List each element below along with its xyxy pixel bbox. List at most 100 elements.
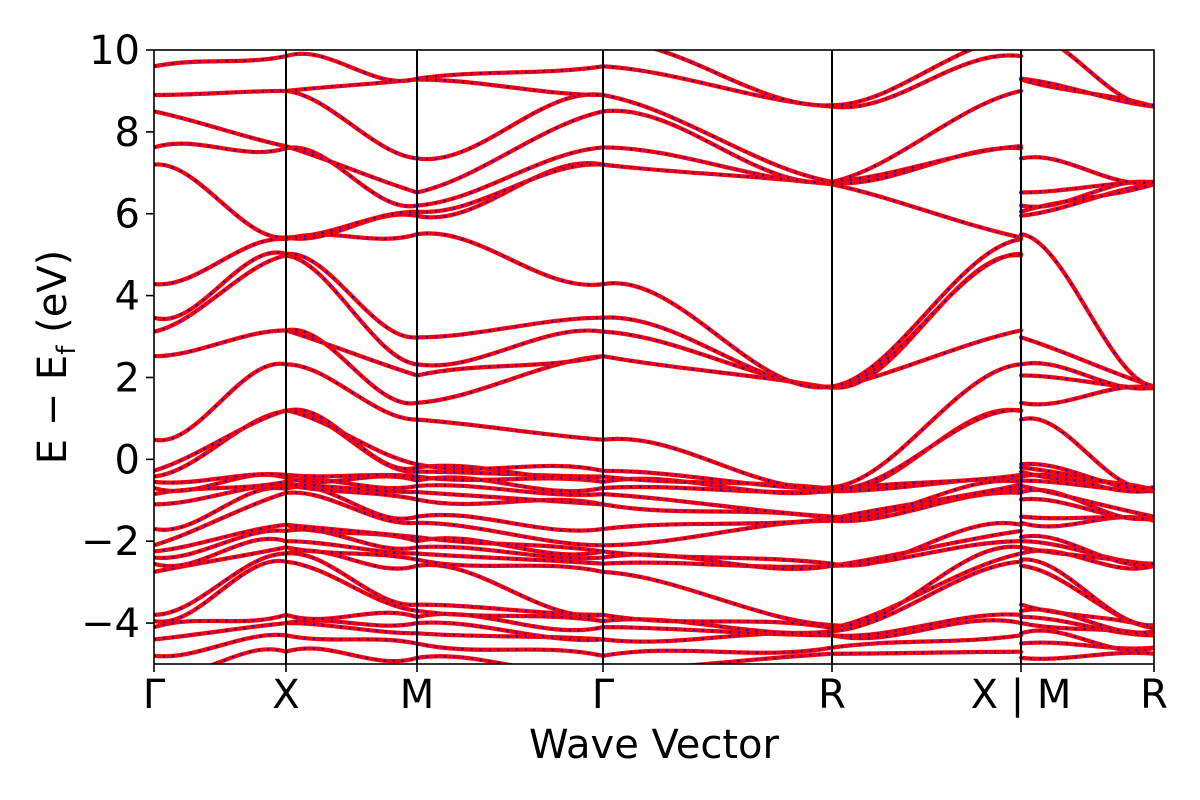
band-line-blue-dotted xyxy=(416,146,604,207)
band-line-blue-dotted xyxy=(831,522,1022,567)
y-tick-label: 10 xyxy=(89,28,140,74)
band-line-blue-dotted xyxy=(602,437,833,490)
band-line-blue-dotted xyxy=(831,238,1022,388)
band-line-red xyxy=(829,482,1024,521)
band-line-red xyxy=(414,462,606,473)
band-line-red xyxy=(414,620,606,643)
band-line-red xyxy=(829,649,1024,656)
band-line-blue-dotted xyxy=(416,93,604,161)
band-line-blue-dotted xyxy=(154,237,287,286)
band-line-red xyxy=(154,253,289,334)
x-tick-label: R xyxy=(818,672,846,718)
band-line-red xyxy=(283,559,420,613)
band-line-red xyxy=(600,281,835,390)
band-line-blue-dotted xyxy=(602,493,833,518)
band-line-blue-dotted xyxy=(602,355,833,390)
band-line-red xyxy=(283,88,420,161)
band-line-red xyxy=(414,512,606,533)
band-line-blue-dotted xyxy=(154,409,287,472)
band-line-blue-dotted xyxy=(602,503,833,520)
band-line-blue-dotted xyxy=(285,363,418,421)
band-line-blue-dotted xyxy=(154,89,287,97)
band-line-blue-dotted xyxy=(154,552,287,616)
band-line-blue-dotted xyxy=(285,528,418,550)
band-line-red xyxy=(154,485,289,532)
band-line-red xyxy=(283,144,420,195)
band-line-red xyxy=(154,632,289,659)
band-line-red xyxy=(283,620,420,636)
band-line-red xyxy=(829,478,1024,520)
band-line-blue-dotted xyxy=(154,480,287,496)
band-line-red xyxy=(414,64,606,81)
band-line-red xyxy=(1018,155,1154,186)
band-line-red xyxy=(283,482,420,495)
band-line-blue-dotted xyxy=(602,561,833,568)
band-line-red xyxy=(414,520,606,548)
band-line-blue-dotted xyxy=(602,632,833,643)
band-line-red xyxy=(283,522,420,540)
band-line-blue-dotted xyxy=(602,570,833,627)
y-axis-label-subscript: f xyxy=(52,345,82,355)
band-line-red xyxy=(154,162,289,240)
band-line-red xyxy=(414,535,606,554)
x-axis-label: Wave Vector xyxy=(529,722,780,768)
band-line-red xyxy=(829,50,976,108)
band-line-blue-dotted xyxy=(1020,651,1154,660)
band-line-blue-dotted xyxy=(154,473,287,484)
band-line-red xyxy=(414,77,606,98)
band-line-red xyxy=(414,608,606,624)
band-line-red xyxy=(283,545,420,562)
band-line-red xyxy=(414,328,606,368)
band-line-blue-dotted xyxy=(285,409,418,466)
x-tick-label: R xyxy=(1140,672,1168,718)
band-line-red xyxy=(154,109,289,149)
band-line-blue-dotted xyxy=(602,613,833,630)
band-line-red xyxy=(829,551,1024,631)
x-tick-label: M xyxy=(400,672,435,718)
band-line-blue-dotted xyxy=(285,146,418,208)
band-line-red xyxy=(1018,416,1154,491)
band-line-blue-dotted xyxy=(602,485,833,494)
band-line-blue-dotted xyxy=(831,54,1022,109)
band-line-blue-dotted xyxy=(285,549,418,570)
band-line-red xyxy=(154,522,289,554)
band-line-red xyxy=(1060,50,1154,108)
band-line-red xyxy=(154,558,289,624)
band-line-blue-dotted xyxy=(602,475,833,490)
band-line-red xyxy=(1018,533,1154,567)
y-axis-label: E − Ef (eV) xyxy=(30,250,82,465)
band-line-red xyxy=(414,417,606,442)
band-line-red xyxy=(283,490,420,526)
band-line-red xyxy=(829,633,1024,650)
band-line-red xyxy=(414,544,606,561)
band-line-blue-dotted xyxy=(602,65,833,108)
band-line-red xyxy=(1018,628,1154,653)
y-axis-label-unit: (eV) xyxy=(30,250,76,346)
y-tick-label: 8 xyxy=(115,110,140,156)
band-line-blue-dotted xyxy=(154,491,287,547)
band-line-red xyxy=(154,361,289,443)
band-line-red xyxy=(1018,361,1154,391)
band-line-red xyxy=(414,354,606,378)
x-tick-label: X | M xyxy=(971,672,1072,718)
plot-frame xyxy=(153,49,1155,665)
band-line-blue-dotted xyxy=(154,251,287,321)
y-tick-label: 4 xyxy=(115,274,140,320)
band-line-red xyxy=(414,162,606,214)
band-line-blue-dotted xyxy=(602,519,833,547)
band-line-blue-dotted xyxy=(154,142,287,154)
band-line-blue-dotted xyxy=(285,483,418,501)
x-tick-label: X xyxy=(272,672,299,718)
band-line-red xyxy=(414,654,516,664)
band-line-red xyxy=(829,528,1024,568)
band-line-blue-dotted xyxy=(602,646,833,657)
band-line-red xyxy=(283,209,420,240)
band-line-red xyxy=(829,612,1024,638)
band-line-red xyxy=(414,557,606,574)
band-line-blue-dotted xyxy=(831,252,1022,388)
y-tick-label: 6 xyxy=(115,192,140,238)
band-line-red xyxy=(414,483,606,497)
band-line-blue-dotted xyxy=(602,517,833,531)
band-line-red xyxy=(154,328,289,359)
